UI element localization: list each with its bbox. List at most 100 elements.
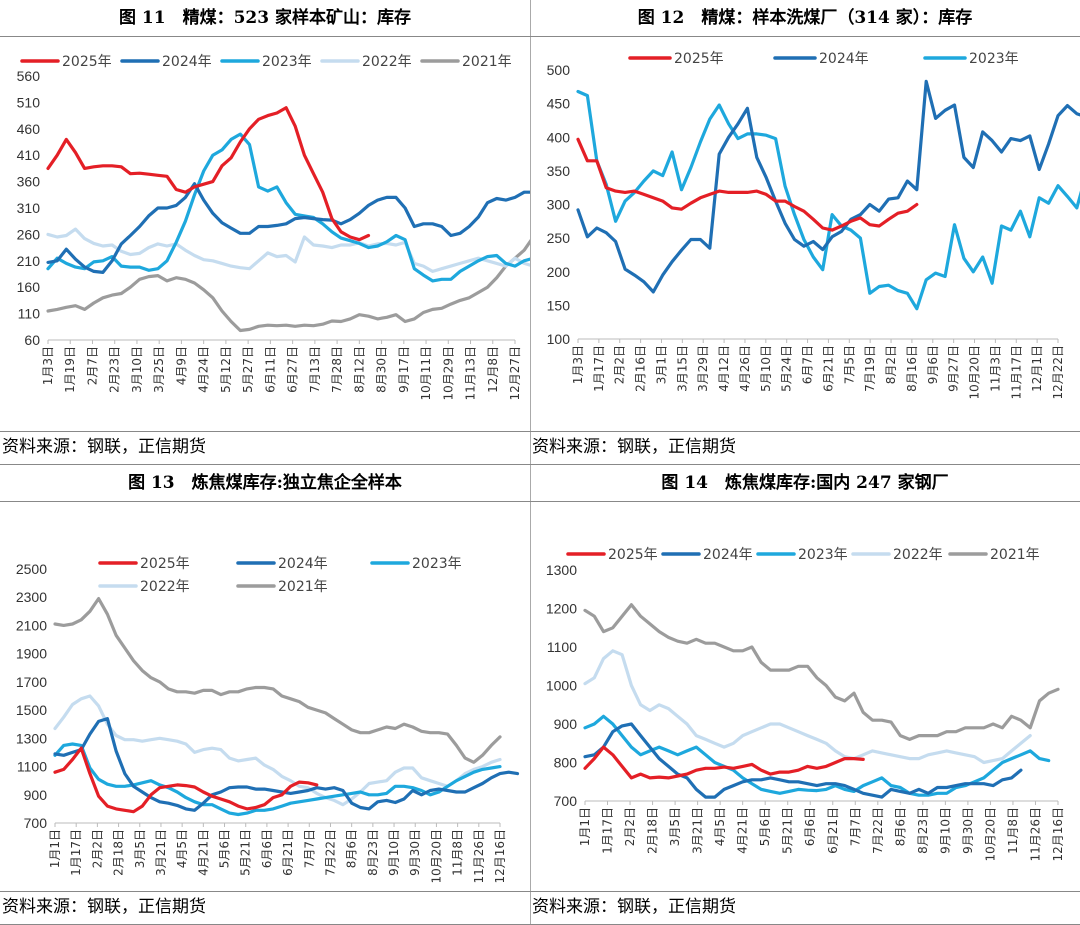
- line-chart: 100 150 200 250 300 350 400 450 500 1月3日 1月17日 2月2日…: [547, 51, 1080, 400]
- x-tick-label: 1月17日: [601, 807, 615, 854]
- y-tick-label: 200: [547, 264, 571, 280]
- series-line-2021年: [46, 238, 530, 333]
- x-tick-label: 4月21日: [196, 829, 210, 876]
- x-tick-label: 5月10日: [759, 345, 773, 392]
- x-tick-label: 5月6日: [218, 829, 232, 868]
- chart-title: 图 13 炼焦煤库存:独立焦企全样本: [0, 465, 530, 502]
- source-note: 资料来源：钢联，正信期货: [0, 431, 530, 465]
- line-chart: 60 110 160 210 260 310 360 410 460 510 560 1月3日 1月19…: [17, 54, 530, 401]
- x-tick-label: 5月6日: [758, 807, 772, 846]
- legend-label: 2024年: [278, 556, 328, 572]
- y-tick-label: 1200: [546, 601, 577, 617]
- y-tick-label: 450: [547, 96, 571, 112]
- x-tick-label: 8月23日: [366, 829, 380, 876]
- x-tick-label: 9月10日: [938, 807, 952, 854]
- x-tick-label: 8月2日: [884, 345, 898, 384]
- line-chart: 700 800 900 1000 1100 1200 1300 1月1日 1月17日 2月2日 2月…: [546, 547, 1065, 862]
- y-tick-label: 510: [17, 94, 41, 110]
- x-tick-label: 5月21日: [781, 807, 795, 854]
- series-line-2022年: [583, 649, 1032, 765]
- y-tick-label: 350: [547, 163, 571, 179]
- x-tick-label: 10月29日: [441, 346, 455, 401]
- x-tick-label: 12月27日: [508, 346, 522, 401]
- x-tick-label: 11月3日: [988, 345, 1002, 392]
- x-tick-label: 3月1日: [654, 345, 668, 384]
- x-tick-label: 3月29日: [696, 345, 710, 392]
- y-tick-label: 460: [17, 121, 41, 137]
- x-tick-label: 2月7日: [85, 346, 99, 385]
- x-tick-label: 3月25日: [152, 346, 166, 393]
- x-tick-label: 2月23日: [108, 346, 122, 393]
- legend-label: 2021年: [990, 547, 1040, 563]
- y-tick-label: 1500: [16, 702, 47, 718]
- x-tick-label: 2月16日: [634, 345, 648, 392]
- x-tick-label: 8月6日: [893, 807, 907, 846]
- x-tick-label: 11月8日: [1006, 807, 1020, 854]
- series-line-2021年: [583, 603, 1060, 741]
- series-line-2024年: [583, 722, 1023, 799]
- legend-label: 2022年: [362, 54, 412, 70]
- legend-label: 2022年: [893, 547, 943, 563]
- y-tick-label: 110: [18, 306, 41, 322]
- x-tick-label: 4月26日: [738, 345, 752, 392]
- y-tick-label: 160: [17, 279, 41, 295]
- y-tick-label: 800: [554, 755, 578, 771]
- x-tick-label: 6月6日: [803, 807, 817, 846]
- x-tick-label: 9月10日: [387, 829, 401, 876]
- y-tick-label: 400: [547, 129, 571, 145]
- y-tick-label: 1900: [16, 646, 47, 662]
- x-tick-label: 4月9日: [174, 346, 188, 385]
- legend-label: 2023年: [969, 51, 1019, 67]
- y-tick-label: 310: [17, 200, 41, 216]
- x-tick-label: 9月6日: [926, 345, 940, 384]
- x-tick-label: 1月17日: [592, 345, 606, 392]
- x-tick-label: 6月11日: [263, 346, 277, 393]
- source-note: 资料来源：钢联，正信期货: [530, 891, 1080, 925]
- x-tick-label: 6月27日: [286, 346, 300, 393]
- source-note: 资料来源：钢联，正信期货: [0, 891, 530, 925]
- chart-panel-4: 图 14 炼焦煤库存:国内 247 家钢厂 700 800 900 1000 1100 1…: [530, 465, 1080, 925]
- x-tick-label: 8月23日: [916, 807, 930, 854]
- x-tick-label: 3月15日: [675, 345, 689, 392]
- y-tick-label: 1700: [16, 674, 47, 690]
- y-tick-label: 360: [17, 174, 41, 190]
- x-tick-label: 4月5日: [713, 807, 727, 846]
- series-line-2023年: [576, 89, 1080, 311]
- y-tick-label: 260: [17, 226, 41, 242]
- x-tick-label: 2月2日: [613, 345, 627, 384]
- x-tick-label: 6月21日: [281, 829, 295, 876]
- x-tick-label: 9月30日: [408, 829, 422, 876]
- x-tick-label: 1月3日: [571, 345, 585, 384]
- chart-panel-1: 图 11 精煤：523 家样本矿山：库存 60 110 160 210 260 310 36…: [0, 0, 530, 465]
- chart-title: 图 14 炼焦煤库存:国内 247 家钢厂: [530, 465, 1080, 502]
- legend-label: 2025年: [62, 54, 112, 70]
- panel-divider: [530, 0, 531, 925]
- x-tick-label: 7月28日: [330, 346, 344, 393]
- x-tick-label: 7月22日: [871, 807, 885, 854]
- x-tick-label: 4月5日: [175, 829, 189, 868]
- x-tick-label: 5月12日: [219, 346, 233, 393]
- x-tick-label: 2月2日: [623, 807, 637, 846]
- source-note: 资料来源：钢联，正信期货: [530, 431, 1080, 465]
- x-tick-label: 4月12日: [717, 345, 731, 392]
- series-line-2023年: [53, 742, 502, 817]
- x-tick-label: 8月6日: [345, 829, 359, 868]
- x-tick-label: 5月24日: [780, 345, 794, 392]
- legend-label: 2023年: [262, 54, 312, 70]
- legend-label: 2021年: [278, 579, 328, 595]
- legend-label: 2025年: [674, 51, 724, 67]
- x-tick-label: 9月27日: [947, 345, 961, 392]
- y-tick-label: 210: [17, 253, 41, 269]
- y-tick-label: 100: [547, 331, 571, 347]
- series-line-2025年: [53, 746, 319, 814]
- x-tick-label: 1月3日: [41, 346, 55, 385]
- y-tick-label: 250: [547, 230, 571, 246]
- series-line-2022年: [46, 227, 530, 273]
- x-tick-label: 3月21日: [691, 807, 705, 854]
- chart-panel-2: 图 12 精煤：样本洗煤厂（314 家）：库存 100 150 200 250 300 3…: [530, 0, 1080, 465]
- x-tick-label: 11月26日: [1028, 807, 1042, 862]
- x-tick-label: 6月21日: [821, 345, 835, 392]
- x-tick-label: 3月21日: [154, 829, 168, 876]
- x-tick-label: 6月6日: [260, 829, 274, 868]
- x-tick-label: 2月2日: [90, 829, 104, 868]
